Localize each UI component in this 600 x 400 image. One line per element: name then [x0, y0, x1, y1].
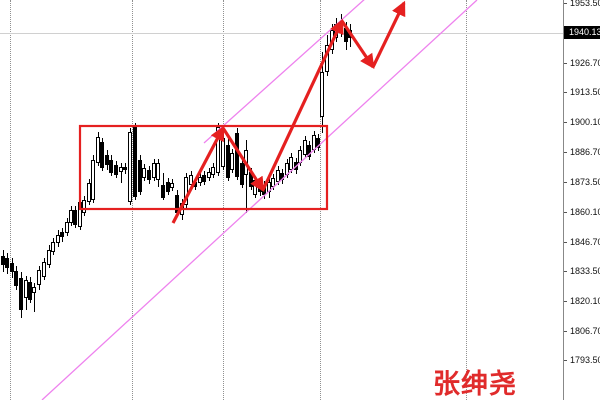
candle-body-bear	[161, 184, 165, 198]
candle-body-bear	[147, 169, 151, 180]
candle-body-bull	[32, 286, 36, 293]
candle-body-bear	[14, 270, 18, 286]
candle-body-bear	[19, 278, 23, 310]
price-axis-label: 1833.50	[570, 266, 600, 277]
candle-wick	[121, 163, 122, 183]
candle-body-bear	[123, 167, 127, 170]
candle-body-bull	[298, 150, 302, 164]
candle-body-bull	[65, 221, 69, 233]
price-axis-label: 1846.70	[570, 236, 600, 247]
candle-body-bull	[289, 157, 293, 170]
candle-body-bear	[175, 194, 179, 214]
candle-body-bull	[334, 23, 338, 38]
price-axis-label: 1913.50	[570, 87, 600, 98]
candle-body-bear	[235, 132, 239, 177]
candle-body-bull	[170, 182, 174, 189]
trend-arrow[interactable]	[371, 0, 406, 68]
candle-body-bull	[320, 71, 324, 118]
candle-body-bear	[100, 142, 104, 168]
axis-tick	[564, 182, 567, 183]
axis-tick	[564, 360, 567, 361]
candle-body-bear	[1, 255, 5, 265]
axis-tick	[564, 152, 567, 153]
candle-body-bear	[10, 262, 14, 273]
candle-body-bull	[128, 131, 132, 202]
axis-tick	[564, 242, 567, 243]
axis-tick	[564, 301, 567, 302]
candle-body-bear	[133, 127, 137, 197]
candle-body-bear	[73, 209, 77, 225]
axis-tick	[564, 122, 567, 123]
candle-body-bull	[82, 199, 86, 214]
trend-channel-line[interactable]	[41, 0, 478, 400]
price-axis-label: 1793.50	[570, 355, 600, 366]
price-axis-label: 1860.10	[570, 206, 600, 217]
candle-body-bear	[307, 144, 311, 157]
candle-body-bear	[348, 29, 352, 38]
axis-tick	[564, 92, 567, 93]
candle-body-bull	[244, 150, 248, 175]
candle-body-bull	[142, 167, 146, 178]
candle-body-bear	[5, 257, 9, 268]
price-axis-label: 1926.70	[570, 57, 600, 68]
candle-body-bull	[271, 178, 275, 187]
candle-body-bull	[211, 167, 215, 175]
candle-body-bull	[91, 159, 95, 200]
axis-tick	[564, 3, 567, 4]
price-axis-label: 1900.10	[570, 117, 600, 128]
candle-body-bear	[193, 182, 197, 187]
price-axis-label: 1953.50	[570, 0, 600, 9]
candle-body-bear	[202, 174, 206, 182]
candle-body-bull	[253, 180, 257, 195]
current-price-tag: 1940.13	[564, 26, 600, 39]
axis-tick	[564, 63, 567, 64]
candle-body-bear	[28, 281, 32, 300]
candle-body-bear	[339, 25, 343, 34]
candle-wick	[34, 282, 35, 312]
axis-tick	[564, 331, 567, 332]
axis-tick	[564, 212, 567, 213]
candle-body-bull	[216, 127, 220, 174]
day-separator	[132, 0, 133, 400]
candle-body-bear	[114, 165, 118, 175]
candle-body-bear	[294, 161, 298, 170]
day-separator	[10, 0, 11, 400]
price-axis-label: 1886.70	[570, 147, 600, 158]
candle-body-bear	[262, 184, 266, 195]
candle-body-bear	[109, 159, 113, 174]
candle-body-bull	[221, 138, 225, 168]
watermark-text: 张绅尧	[433, 369, 517, 399]
day-separator	[223, 0, 224, 400]
chart-plot-area[interactable]: 张绅尧	[0, 0, 563, 400]
price-axis-label: 1873.50	[570, 176, 600, 187]
candle-body-bear	[280, 173, 284, 180]
candle-body-bull	[156, 163, 160, 180]
day-separator	[320, 0, 321, 400]
candle-body-bull	[230, 152, 234, 170]
candle-body-bull	[24, 280, 28, 298]
price-axis-label: 1806.70	[570, 325, 600, 336]
day-separator	[466, 0, 467, 400]
candle-body-bear	[316, 138, 320, 149]
price-axis[interactable]: 1940.13 1953.50 1926.70 1913.50 1900.10 1886…	[563, 0, 600, 400]
current-price-line	[0, 33, 563, 34]
candle-body-bear	[60, 232, 64, 237]
candle-body-bull	[325, 44, 329, 72]
candle-body-bull	[37, 270, 41, 285]
axis-tick	[564, 271, 567, 272]
price-axis-label: 1820.10	[570, 296, 600, 307]
candle-body-bull	[51, 241, 55, 252]
candle-body-bull	[184, 176, 188, 206]
candle-body-bull	[47, 249, 51, 265]
candle-body-bull	[42, 261, 46, 277]
